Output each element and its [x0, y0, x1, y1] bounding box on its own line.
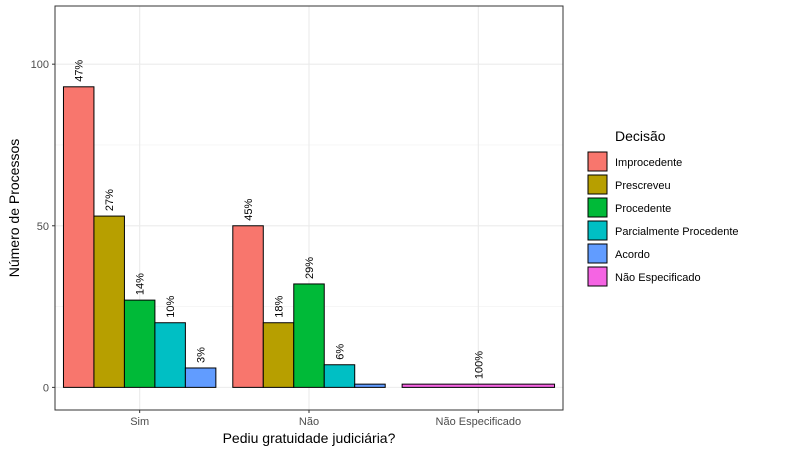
x-tick-label: Não: [299, 416, 319, 428]
y-axis-title: Número de Processos: [6, 139, 22, 278]
bar: [262, 322, 295, 388]
bar-value-label: 29%: [304, 257, 316, 279]
legend-swatch: [587, 266, 608, 287]
y-tick-label: 0: [43, 382, 49, 394]
legend-label: Prescreveu: [615, 180, 671, 192]
bar: [184, 367, 217, 388]
bar-value-label: 6%: [334, 344, 346, 360]
bar: [323, 364, 356, 388]
x-tick-label: Sim: [130, 416, 149, 428]
legend-label: Acordo: [615, 249, 650, 261]
bar: [293, 283, 325, 388]
bar-value-label: 3%: [196, 347, 208, 363]
legend-swatch: [587, 220, 608, 241]
x-tick-label: Não Especificado: [436, 416, 522, 428]
bar: [123, 299, 156, 388]
bar-value-label: 27%: [104, 189, 116, 211]
legend-label: Improcedente: [615, 157, 682, 169]
legend-swatch: [587, 243, 608, 264]
bar: [232, 225, 264, 388]
bar: [62, 86, 95, 388]
bar-value-label: 45%: [243, 199, 255, 221]
legend: Decisão Improcedente Prescreveu Procedente…: [587, 128, 739, 287]
bar-labels: 47% 27% 14% 10% 3% 45% 18% 29% 6% 100%: [74, 60, 486, 380]
bars: [62, 86, 556, 388]
legend-label: Procedente: [615, 203, 671, 215]
bar: [401, 383, 556, 388]
legend-title: Decisão: [615, 128, 666, 144]
legend-label: Parcialmente Procedente: [615, 226, 739, 238]
x-axis-title: Pediu gratuidade judiciária?: [223, 430, 396, 446]
legend-label: Não Especificado: [615, 272, 701, 284]
bar-value-label: 100%: [473, 351, 485, 379]
bar: [354, 383, 386, 388]
bar: [93, 215, 125, 388]
legend-swatch: [587, 151, 608, 172]
bar-value-label: 14%: [135, 273, 147, 295]
y-axis: 0 50 100: [31, 59, 55, 394]
x-axis: Sim Não Não Especificado: [130, 410, 521, 428]
bar-value-label: 18%: [274, 296, 286, 318]
legend-swatch: [587, 174, 608, 195]
bar-value-label: 47%: [74, 60, 86, 82]
bar-value-label: 10%: [165, 296, 177, 318]
bar: [154, 322, 186, 388]
y-tick-label: 100: [31, 59, 49, 71]
y-tick-label: 50: [37, 221, 49, 233]
legend-swatch: [587, 197, 608, 218]
